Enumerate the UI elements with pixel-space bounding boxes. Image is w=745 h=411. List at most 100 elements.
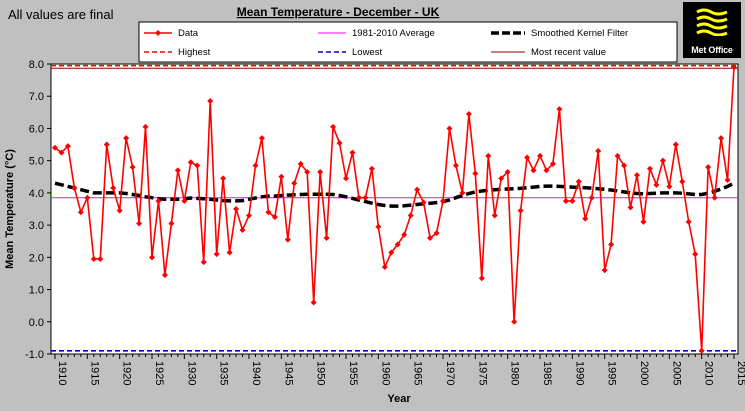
data-point [601, 267, 608, 274]
legend-box [138, 21, 678, 63]
data-point [181, 197, 188, 204]
data-point [258, 135, 265, 142]
met-office-logo: Met Office [683, 2, 741, 58]
legend-label-average: 1981-2010 Average [352, 28, 435, 39]
data-status-note: All values are final [8, 7, 114, 22]
data-point [440, 197, 446, 204]
data-point [291, 180, 298, 187]
chart-title: Mean Temperature - December - UK [237, 5, 440, 19]
y-tick-label: 7.0 [29, 91, 44, 103]
data-point [491, 212, 498, 219]
data-point [459, 189, 466, 196]
legend-label-smoothed: Smoothed Kernel Filter [531, 28, 628, 39]
data-point [634, 172, 640, 179]
data-point [718, 135, 725, 142]
data-point [414, 186, 421, 193]
x-tick-label: 1980 [509, 361, 521, 385]
data-point [284, 236, 291, 243]
data-point [679, 178, 686, 185]
data-point [549, 160, 556, 167]
data-point [168, 220, 175, 227]
data-point [621, 162, 628, 169]
data-point [569, 197, 576, 204]
data-point [452, 162, 459, 169]
data-point [537, 152, 543, 159]
data-point [498, 175, 505, 182]
data-point [213, 251, 220, 258]
data-point [52, 144, 58, 151]
data-point [155, 197, 162, 204]
plot-area [50, 63, 739, 355]
data-point [446, 125, 453, 132]
x-tick-label: 1930 [185, 361, 197, 385]
data-point [265, 209, 272, 216]
x-tick-label: 1995 [606, 361, 618, 385]
data-point [77, 209, 84, 216]
data-point [465, 110, 472, 117]
data-point [362, 194, 369, 201]
x-tick-label: 2015 [735, 361, 745, 385]
y-tick-label: 8.0 [29, 59, 44, 71]
data-point [123, 135, 130, 142]
legend-label-data: Data [178, 28, 199, 39]
data-point [401, 231, 408, 238]
y-tick-label: -1.0 [25, 349, 44, 361]
x-tick-label: 1990 [573, 361, 585, 385]
y-tick-label: 1.0 [29, 285, 44, 297]
data-point [355, 194, 362, 201]
data-point [233, 206, 240, 212]
data-point [336, 139, 343, 146]
data-point [666, 183, 673, 190]
data-point [200, 259, 207, 266]
data-point [149, 254, 155, 261]
x-tick-label: 1960 [379, 361, 391, 385]
x-tick-label: 1915 [88, 361, 100, 385]
x-tick-label: 1970 [444, 361, 456, 385]
data-point [478, 275, 485, 282]
data-point [420, 199, 427, 206]
data-point [543, 167, 550, 174]
data-point [194, 162, 201, 169]
data-point [330, 123, 337, 130]
x-tick-label: 2005 [670, 361, 682, 385]
data-point [595, 148, 602, 154]
x-tick-label: 1945 [282, 361, 294, 385]
data-point [271, 214, 278, 221]
data-point [711, 194, 718, 201]
x-tick-label: 1955 [347, 361, 359, 385]
data-point [562, 197, 569, 204]
data-point [239, 226, 246, 233]
data-point [375, 223, 382, 230]
data-point [103, 141, 110, 148]
data-point [368, 165, 375, 172]
smoothed-series-line [54, 181, 735, 208]
x-tick-label: 2000 [638, 361, 650, 385]
data-point [517, 207, 524, 214]
data-point [174, 167, 181, 174]
data-point [388, 249, 395, 256]
data-point [220, 175, 227, 182]
data-point [226, 249, 233, 256]
met-office-logo-icon [696, 8, 728, 36]
data-point [136, 220, 143, 227]
data-point [640, 218, 647, 225]
x-tick-label: 2010 [703, 361, 715, 385]
logo-text: Met Office [691, 45, 733, 55]
data-point [685, 218, 692, 225]
legend-marker-data [155, 30, 161, 36]
data-point [407, 212, 414, 219]
y-tick-label: 6.0 [29, 123, 44, 135]
data-point [161, 272, 168, 279]
data-point [659, 157, 666, 164]
data-point [116, 207, 123, 214]
y-tick-label: 2.0 [29, 252, 44, 264]
data-point [646, 165, 653, 172]
data-point [90, 255, 97, 262]
x-tick-label: 1920 [121, 361, 133, 385]
data-point [530, 167, 537, 174]
data-point [110, 185, 117, 192]
data-point [608, 241, 615, 248]
data-point [84, 194, 91, 201]
